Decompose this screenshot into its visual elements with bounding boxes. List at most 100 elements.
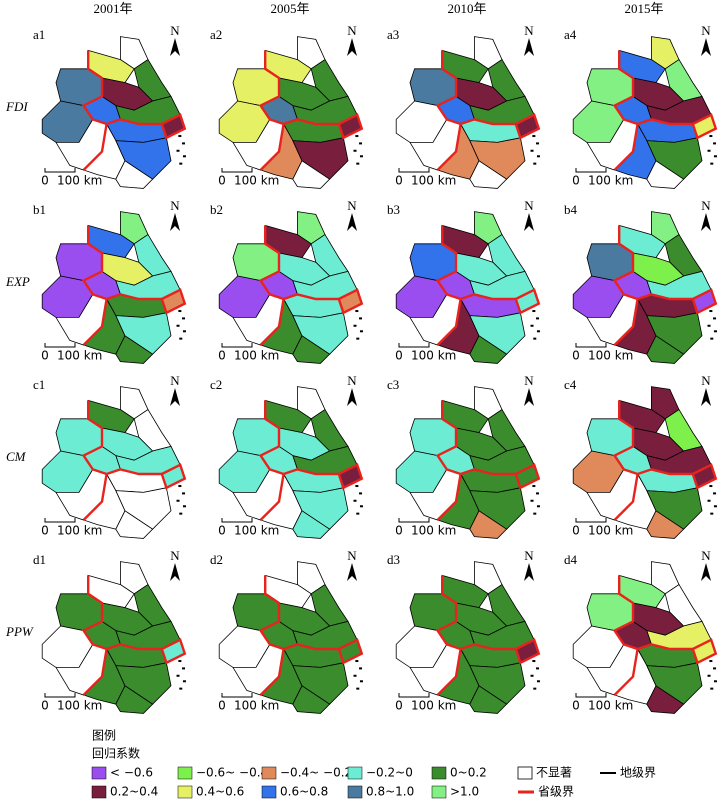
map-panel	[218, 36, 364, 189]
legend-label: 0.6~0.8	[280, 785, 328, 799]
island	[533, 162, 537, 165]
panel-label: b2	[210, 202, 223, 217]
island	[182, 142, 186, 145]
province-boundary	[259, 648, 285, 696]
island	[356, 687, 360, 690]
island	[707, 324, 711, 327]
scale-bar	[398, 693, 430, 698]
scale-zero: 0	[41, 699, 49, 713]
region	[292, 160, 331, 189]
legend-swatch	[347, 785, 363, 799]
province-boundary	[612, 400, 693, 476]
panel-label: c1	[33, 377, 45, 392]
island	[179, 687, 183, 690]
province-boundary	[691, 463, 718, 490]
island	[182, 317, 186, 320]
row-label: PPW	[5, 624, 34, 639]
province-boundary	[436, 123, 462, 171]
island	[179, 162, 183, 165]
map-panel	[395, 386, 541, 539]
province-boundary	[160, 288, 187, 315]
north-label: N	[701, 23, 711, 38]
island	[536, 680, 540, 683]
panel-label: c3	[387, 377, 399, 392]
north-label: N	[347, 198, 357, 213]
legend-label: −0.4~ −0.2	[280, 766, 352, 780]
province-boundary	[612, 575, 693, 651]
island	[710, 687, 714, 690]
province-boundary	[258, 575, 339, 651]
province-boundary	[259, 123, 285, 171]
north-label: N	[170, 198, 180, 213]
legend-swatch	[177, 766, 193, 780]
scale-label: 100 km	[588, 699, 633, 713]
scale-bar	[221, 343, 253, 348]
region	[115, 160, 154, 189]
island	[536, 330, 540, 333]
island	[359, 492, 363, 495]
province-boundary	[613, 473, 639, 521]
region	[646, 510, 685, 539]
province-boundary	[81, 575, 162, 651]
island	[710, 337, 714, 340]
scale-bar	[398, 168, 430, 173]
island	[536, 155, 540, 158]
province-boundary	[514, 288, 541, 315]
island	[355, 660, 359, 663]
north-arrow	[170, 388, 180, 406]
province-boundary	[436, 473, 462, 521]
island	[536, 505, 540, 508]
legend-label: 不显著	[536, 766, 572, 780]
island	[182, 155, 186, 158]
scale-zero: 0	[572, 699, 580, 713]
north-arrow	[347, 388, 357, 406]
legend-swatch	[177, 785, 193, 799]
island	[355, 135, 359, 138]
province-boundary	[81, 225, 162, 301]
north-label: N	[170, 548, 180, 563]
province-boundary	[258, 400, 339, 476]
map-panel	[41, 211, 187, 364]
island	[356, 512, 360, 515]
island	[532, 660, 536, 663]
north-arrow	[524, 388, 534, 406]
island	[355, 485, 359, 488]
map-panel	[395, 36, 541, 189]
scale-zero: 0	[218, 699, 226, 713]
island	[356, 337, 360, 340]
island	[707, 149, 711, 152]
legend-label: 0~0.2	[450, 766, 487, 780]
legend-swatch	[431, 785, 447, 799]
island	[709, 485, 713, 488]
scale-label: 100 km	[57, 699, 102, 713]
island	[709, 660, 713, 663]
panel-label: a2	[210, 27, 222, 42]
island	[536, 317, 540, 320]
map-panel	[395, 211, 541, 364]
province-boundary	[337, 113, 364, 140]
north-label: N	[524, 548, 534, 563]
panel-label: a1	[33, 27, 45, 42]
island	[359, 317, 363, 320]
region	[292, 335, 331, 364]
region	[292, 685, 331, 714]
map-panel	[572, 386, 718, 539]
scale-bar	[575, 168, 607, 173]
north-arrow	[524, 38, 534, 56]
map-panel	[395, 561, 541, 714]
north-arrow	[347, 213, 357, 231]
island	[182, 330, 186, 333]
region	[115, 685, 154, 714]
map-panel	[41, 36, 187, 189]
north-arrow	[524, 213, 534, 231]
legend-swatch	[431, 766, 447, 780]
province-boundary	[514, 638, 541, 665]
island	[533, 337, 537, 340]
province-boundary	[612, 50, 693, 126]
scale-bar	[575, 693, 607, 698]
scale-label: 100 km	[234, 699, 279, 713]
panel-label: b3	[387, 202, 400, 217]
island	[713, 492, 717, 495]
legend-label: 0.2~0.4	[110, 785, 158, 799]
column-header: 2010年	[447, 1, 486, 16]
